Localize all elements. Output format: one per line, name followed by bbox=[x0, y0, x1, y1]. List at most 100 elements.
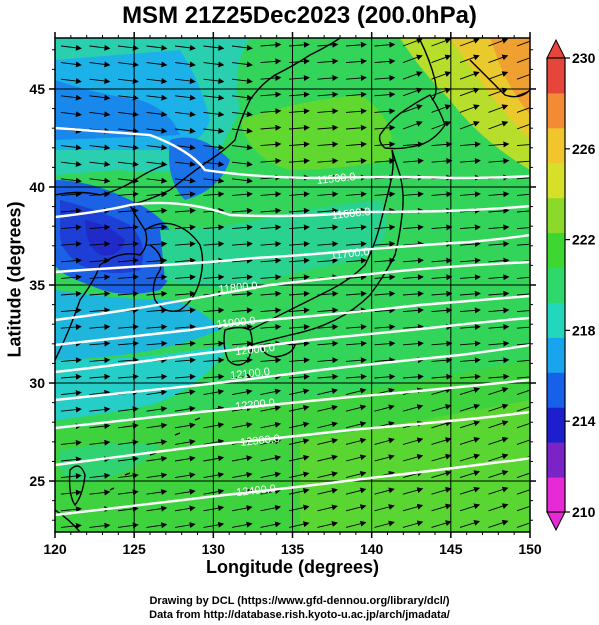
wind-arrow bbox=[431, 503, 452, 512]
wind-arrow bbox=[345, 124, 367, 131]
wind-arrow bbox=[374, 373, 396, 380]
wind-arrow bbox=[345, 357, 367, 364]
credit-data-source: Data from http://database.rish.kyoto-u.a… bbox=[149, 609, 450, 621]
wind-arrow bbox=[516, 359, 530, 362]
wind-arrow bbox=[260, 388, 282, 396]
wind-arrow bbox=[60, 257, 82, 264]
x-tick-label-150: 150 bbox=[518, 541, 542, 557]
wind-arrow bbox=[260, 274, 282, 281]
wind-arrow bbox=[317, 388, 338, 396]
wind-arrow bbox=[146, 61, 168, 68]
wind-arrow bbox=[174, 422, 196, 429]
wind-arrow bbox=[345, 520, 367, 528]
height-contours bbox=[55, 126, 530, 517]
wind-arrow bbox=[174, 324, 196, 330]
wind-arrow bbox=[317, 373, 339, 380]
colorbar-segment bbox=[547, 162, 565, 199]
wind-arrow bbox=[260, 91, 282, 98]
wind-arrow bbox=[60, 274, 82, 281]
wind-arrow bbox=[117, 439, 139, 446]
wind-arrow bbox=[317, 58, 339, 65]
wind-arrow bbox=[488, 207, 510, 214]
wind-arrow bbox=[374, 158, 396, 164]
wind-arrow bbox=[117, 373, 139, 380]
chart-title: MSM 21Z25Dec2023 (200.0hPa) bbox=[122, 2, 477, 29]
colorbar-segment bbox=[547, 232, 565, 269]
wind-arrow bbox=[146, 127, 168, 134]
wind-arrow bbox=[203, 455, 225, 462]
colorbar: 230 226 222 218 214 210 bbox=[546, 38, 596, 532]
wind-arrow bbox=[60, 161, 82, 167]
wind-arrow bbox=[345, 454, 367, 462]
wind-arrow bbox=[317, 158, 339, 164]
wind-arrow bbox=[516, 343, 530, 346]
wind-arrow bbox=[89, 389, 111, 396]
wind-arrow bbox=[89, 274, 111, 281]
contour-label: 12000.0 bbox=[235, 342, 276, 358]
wind-arrow bbox=[60, 473, 82, 480]
wind-arrow bbox=[203, 357, 225, 364]
wind-arrow bbox=[117, 456, 139, 463]
wind-arrow bbox=[60, 439, 82, 446]
wind-arrow bbox=[431, 191, 453, 198]
wind-arrow bbox=[516, 243, 530, 246]
wind-arrow bbox=[231, 111, 253, 118]
wind-arrow bbox=[317, 307, 339, 314]
wind-arrow bbox=[288, 158, 310, 164]
wind-arrow bbox=[459, 158, 481, 164]
wind-arrow bbox=[231, 224, 253, 231]
wind-arrow bbox=[374, 307, 396, 314]
wind-arrow bbox=[174, 94, 196, 101]
wind-arrow bbox=[231, 177, 253, 184]
colorbar-tick-label-218: 218 bbox=[572, 322, 596, 338]
wind-arrow bbox=[288, 91, 310, 98]
wind-arrow bbox=[459, 357, 481, 364]
wind-arrow bbox=[231, 471, 253, 479]
x-tick-label-140: 140 bbox=[360, 541, 384, 557]
wind-arrow bbox=[203, 94, 225, 101]
wind-arrow bbox=[488, 340, 510, 347]
wind-arrow bbox=[374, 41, 396, 48]
wind-arrow bbox=[260, 357, 282, 364]
wind-arrow bbox=[402, 241, 424, 247]
wind-arrow bbox=[431, 54, 452, 64]
wind-arrow bbox=[431, 290, 453, 297]
contour-label: 11700.0 bbox=[330, 246, 370, 262]
wind-arrow bbox=[89, 340, 111, 347]
y-tick-label-45: 45 bbox=[29, 81, 45, 97]
wind-arrow bbox=[174, 522, 196, 528]
wind-arrow bbox=[488, 387, 509, 396]
wind-arrow bbox=[260, 488, 282, 495]
wind-arrow bbox=[459, 87, 480, 97]
wind-arrow bbox=[488, 71, 509, 80]
wind-arrow bbox=[146, 290, 168, 297]
wind-arrow bbox=[231, 422, 253, 429]
wind-arrow bbox=[146, 111, 168, 118]
wind-arrow bbox=[488, 274, 510, 281]
wind-arrow bbox=[146, 161, 168, 167]
colorbar-segment bbox=[547, 407, 565, 443]
wind-arrow bbox=[146, 307, 168, 314]
wind-arrow bbox=[60, 111, 82, 118]
wind-arrow bbox=[288, 191, 310, 198]
wind-arrow bbox=[288, 274, 310, 281]
y-axis-ticks: 25 30 35 40 45 bbox=[29, 49, 536, 521]
wind-arrow bbox=[488, 87, 509, 97]
wind-arrow bbox=[459, 307, 481, 314]
wind-arrow bbox=[488, 290, 510, 297]
wind-arrow bbox=[60, 177, 82, 184]
wind-arrow bbox=[203, 340, 225, 347]
wind-arrow bbox=[89, 373, 111, 380]
wind-arrow bbox=[174, 241, 196, 247]
wind-arrow bbox=[431, 487, 452, 495]
wind-arrow bbox=[174, 290, 196, 297]
colorbar-max-arrow bbox=[546, 38, 566, 59]
wind-arrow bbox=[317, 191, 339, 198]
wind-arrow bbox=[260, 455, 282, 462]
colorbar-segment bbox=[547, 267, 565, 303]
colorbar-segment bbox=[547, 337, 565, 373]
wind-arrow bbox=[431, 121, 452, 130]
wind-arrow bbox=[117, 224, 139, 231]
wind-arrow bbox=[488, 324, 510, 330]
wind-arrow bbox=[231, 61, 253, 68]
